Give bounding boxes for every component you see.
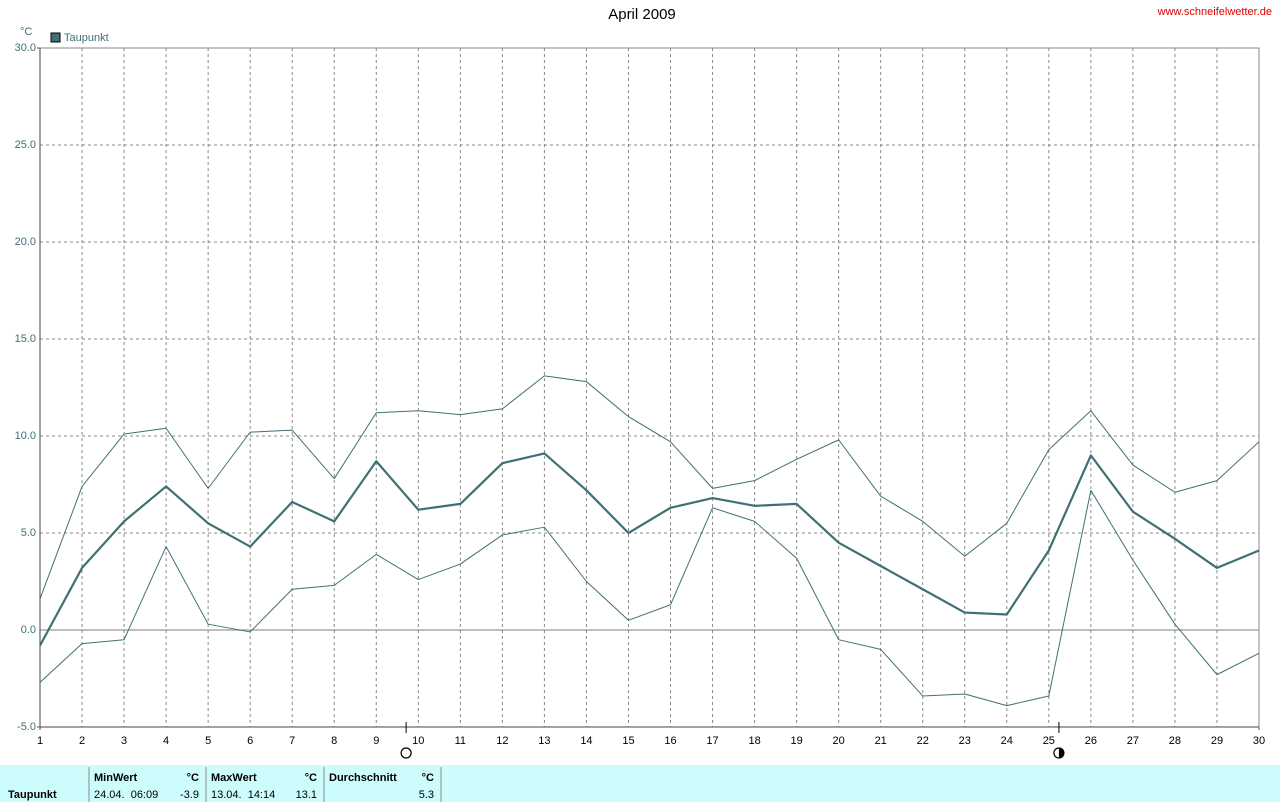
- x-tick-label: 21: [875, 735, 887, 747]
- x-tick-label: 11: [455, 735, 466, 747]
- legend-swatch: [50, 32, 61, 43]
- x-tick-label: 29: [1211, 735, 1223, 747]
- line-max: [39, 375, 1260, 600]
- x-tick-label: 23: [959, 735, 971, 747]
- y-tick-label: 20.0: [15, 236, 36, 248]
- x-tick-label: 22: [917, 735, 929, 747]
- chart-title: April 2009: [608, 6, 676, 23]
- x-tick-label: 28: [1169, 735, 1181, 747]
- summary-unit: °C: [305, 772, 317, 784]
- x-tick-label: 20: [833, 735, 845, 747]
- summary-value: 5.3: [419, 789, 434, 801]
- y-tick-label: 5.0: [21, 527, 36, 539]
- moon-phase-shade: [1058, 748, 1064, 758]
- summary-header: Durchschnitt: [329, 772, 397, 784]
- x-tick-label: 17: [706, 735, 718, 747]
- summary-label: Taupunkt: [8, 789, 57, 801]
- source: www.schneifelwetter.de: [1157, 6, 1272, 18]
- x-tick-label: 5: [205, 735, 211, 747]
- summary-unit: °C: [422, 772, 434, 784]
- x-tick-label: 1: [37, 735, 43, 747]
- x-tick-label: 16: [664, 735, 676, 747]
- summary-unit: °C: [187, 772, 199, 784]
- y-tick-label: 15.0: [15, 333, 36, 345]
- line-min: [39, 489, 1260, 707]
- x-tick-label: 12: [496, 735, 508, 747]
- x-tick-label: 26: [1085, 735, 1097, 747]
- x-tick-label: 25: [1043, 735, 1055, 747]
- y-unit: °C: [20, 26, 32, 38]
- y-tick-label: 0.0: [21, 624, 36, 636]
- summary-time: 13.04. 14:14: [211, 789, 275, 801]
- x-tick-label: 3: [121, 735, 127, 747]
- y-tick-label: -5.0: [17, 721, 36, 733]
- x-tick-label: 9: [373, 735, 379, 747]
- summary-value: 13.1: [296, 789, 317, 801]
- x-tick-label: 10: [412, 735, 424, 747]
- moon-phase: [400, 747, 412, 759]
- summary-header: MinWert: [94, 772, 138, 784]
- x-tick-label: 4: [163, 735, 169, 747]
- x-tick-label: 24: [1001, 735, 1013, 747]
- x-tick-label: 19: [790, 735, 802, 747]
- summary-value: -3.9: [180, 789, 199, 801]
- summary-panel: [0, 765, 1280, 802]
- x-tick-label: 8: [331, 735, 337, 747]
- x-tick-label: 13: [538, 735, 550, 747]
- x-tick-label: 18: [748, 735, 760, 747]
- legend-label: Taupunkt: [64, 32, 109, 44]
- y-tick-label: 25.0: [15, 139, 36, 151]
- x-tick-label: 2: [79, 735, 85, 747]
- x-tick-label: 30: [1253, 735, 1265, 747]
- x-tick-label: 7: [289, 735, 295, 747]
- x-tick-label: 15: [622, 735, 634, 747]
- plot-frame: [39, 47, 1260, 728]
- x-tick-label: 27: [1127, 735, 1139, 747]
- line-mean: [39, 452, 1260, 647]
- x-tick-label: 14: [580, 735, 592, 747]
- summary-time: 24.04. 06:09: [94, 789, 158, 801]
- y-tick-label: 10.0: [15, 430, 36, 442]
- summary-header: MaxWert: [211, 772, 257, 784]
- y-tick-label: 30.0: [15, 42, 36, 54]
- x-tick-label: 6: [247, 735, 253, 747]
